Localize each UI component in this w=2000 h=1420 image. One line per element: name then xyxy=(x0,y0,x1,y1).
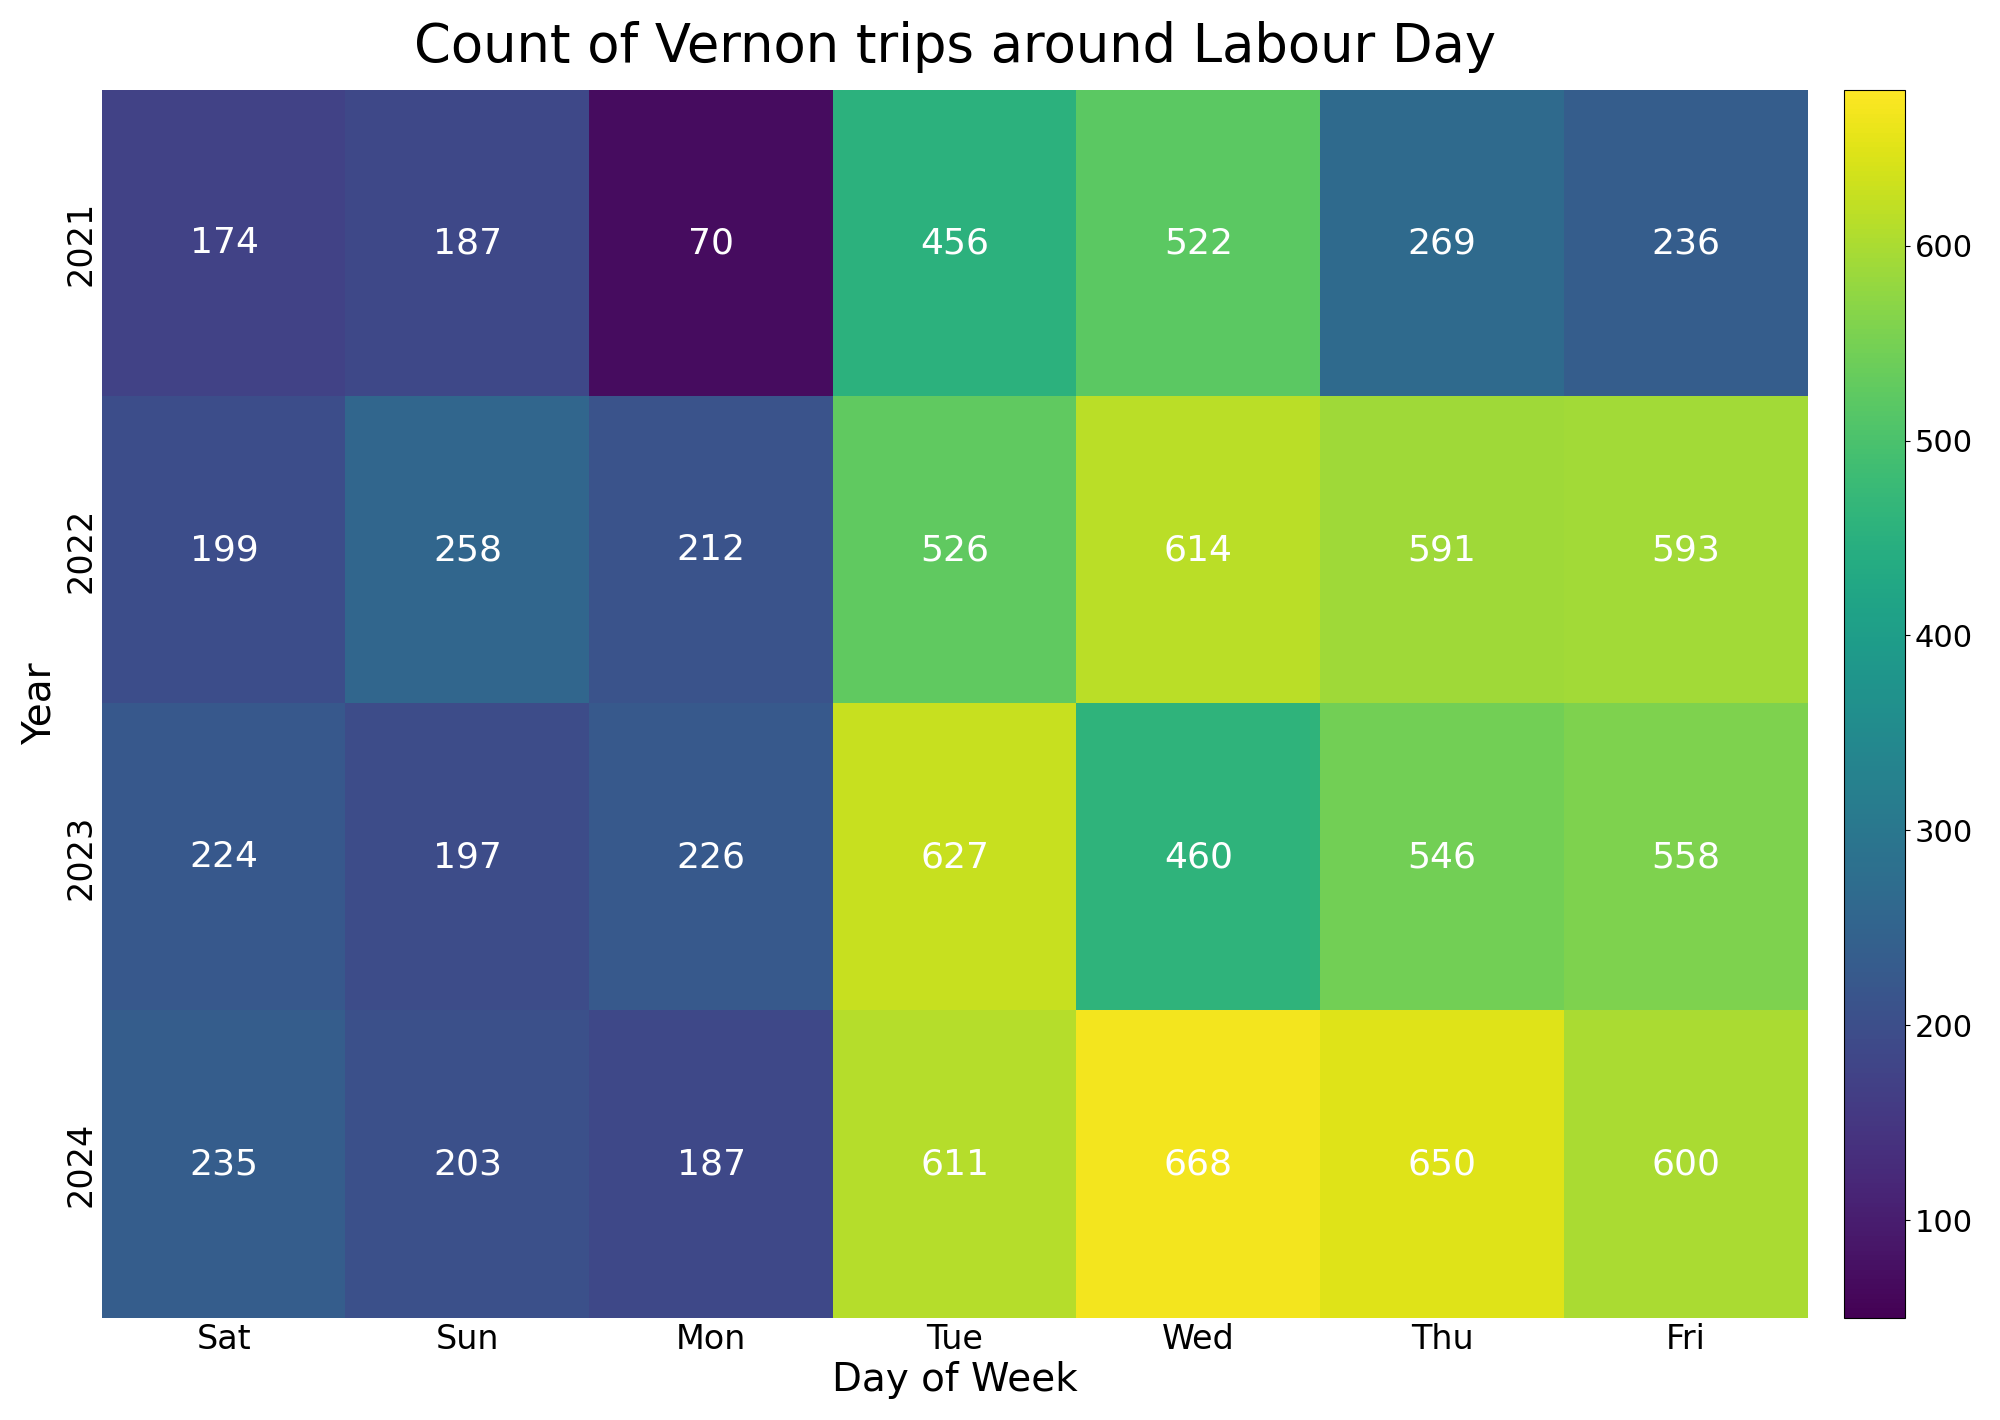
Text: 460: 460 xyxy=(1164,841,1232,875)
Title: Count of Vernon trips around Labour Day: Count of Vernon trips around Labour Day xyxy=(414,21,1496,72)
Text: 546: 546 xyxy=(1408,841,1476,875)
Text: 212: 212 xyxy=(676,532,746,567)
Text: 456: 456 xyxy=(920,226,990,260)
Y-axis label: Year: Year xyxy=(20,662,58,746)
X-axis label: Day of Week: Day of Week xyxy=(832,1362,1078,1399)
Text: 258: 258 xyxy=(434,532,502,567)
Text: 593: 593 xyxy=(1652,532,1720,567)
Text: 627: 627 xyxy=(920,841,990,875)
Text: 522: 522 xyxy=(1164,226,1232,260)
Text: 235: 235 xyxy=(190,1147,258,1181)
Text: 70: 70 xyxy=(688,226,734,260)
Text: 174: 174 xyxy=(190,226,258,260)
Text: 187: 187 xyxy=(434,226,502,260)
Text: 526: 526 xyxy=(920,532,990,567)
Text: 614: 614 xyxy=(1164,532,1232,567)
Text: 199: 199 xyxy=(190,532,258,567)
Text: 600: 600 xyxy=(1652,1147,1720,1181)
Text: 611: 611 xyxy=(920,1147,990,1181)
Text: 591: 591 xyxy=(1408,532,1476,567)
Text: 197: 197 xyxy=(434,841,502,875)
Text: 650: 650 xyxy=(1408,1147,1476,1181)
Text: 203: 203 xyxy=(434,1147,502,1181)
Text: 269: 269 xyxy=(1408,226,1476,260)
Text: 236: 236 xyxy=(1652,226,1720,260)
Text: 187: 187 xyxy=(676,1147,746,1181)
Text: 668: 668 xyxy=(1164,1147,1232,1181)
Text: 224: 224 xyxy=(190,841,258,875)
Text: 226: 226 xyxy=(676,841,746,875)
Text: 558: 558 xyxy=(1650,841,1720,875)
